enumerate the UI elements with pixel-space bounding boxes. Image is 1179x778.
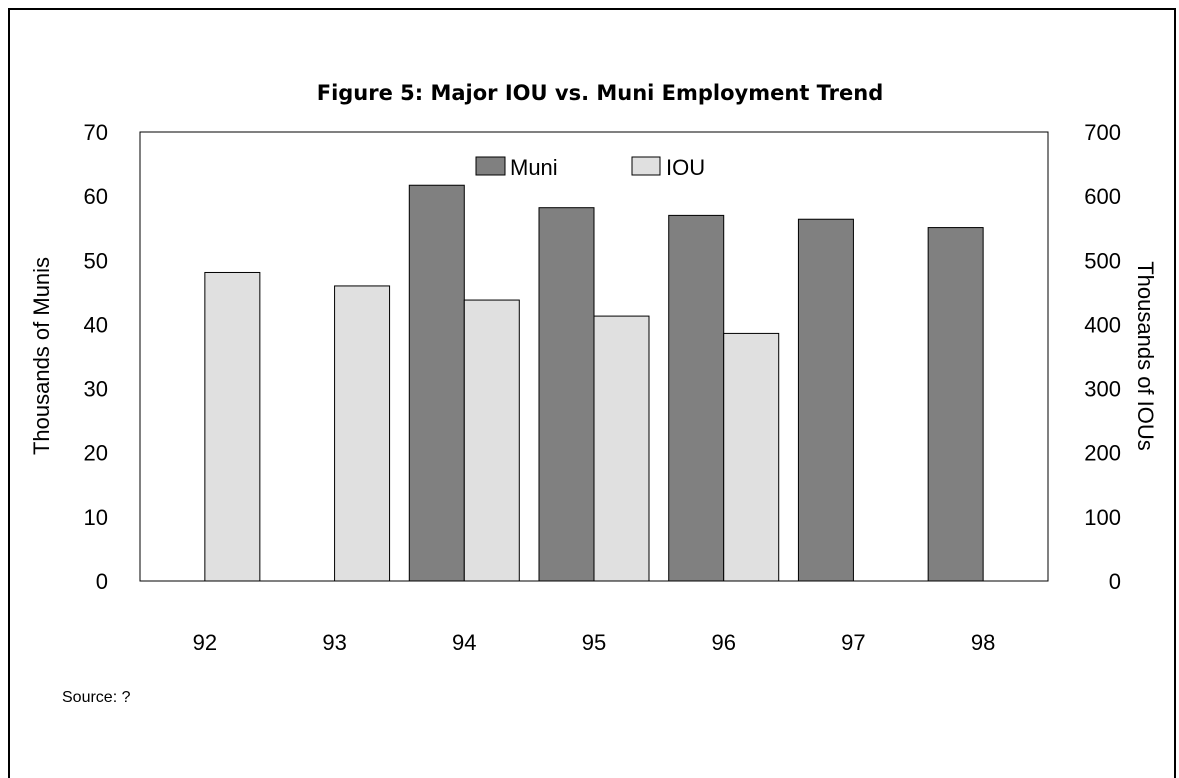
source-note: Source: ? (62, 689, 131, 706)
y-tick-left-70: 70 (84, 120, 108, 145)
chart-title: Figure 5: Major IOU vs. Muni Employment … (317, 81, 884, 105)
bar-muni-96 (668, 214, 725, 582)
y-tick-right-600: 600 (1084, 184, 1121, 209)
y-tick-right-200: 200 (1084, 441, 1121, 466)
y-tick-right-100: 100 (1084, 505, 1121, 530)
x-tick-96: 96 (711, 630, 735, 655)
y-axis-label-right: Thousands of IOUs (1133, 261, 1158, 451)
y-tick-right-400: 400 (1084, 312, 1121, 337)
y-tick-left-50: 50 (84, 248, 108, 273)
y-axis-label-left: Thousands of Munis (29, 257, 54, 455)
y-tick-left-20: 20 (84, 441, 108, 466)
right-axis-ticks: 0 100 200 300 400 500 600 700 (1084, 120, 1121, 594)
x-tick-97: 97 (841, 630, 865, 655)
x-tick-95: 95 (582, 630, 606, 655)
legend-label-muni: Muni (510, 155, 558, 180)
bar-iou-96 (723, 332, 780, 582)
left-axis-ticks: 0 10 20 30 40 50 60 70 (84, 120, 108, 594)
bar-muni-95 (538, 207, 595, 582)
y-tick-right-300: 300 (1084, 377, 1121, 402)
y-tick-left-0: 0 (96, 569, 108, 594)
y-tick-right-0: 0 (1109, 569, 1121, 594)
legend-swatch-iou (631, 156, 661, 176)
y-tick-left-30: 30 (84, 377, 108, 402)
bar-muni-98 (927, 227, 984, 582)
bars-group (204, 184, 984, 582)
bar-muni-94 (408, 184, 465, 582)
x-tick-98: 98 (971, 630, 995, 655)
bar-iou-93 (334, 285, 391, 582)
y-tick-right-500: 500 (1084, 248, 1121, 273)
x-tick-92: 92 (193, 630, 217, 655)
y-tick-left-10: 10 (84, 505, 108, 530)
y-tick-left-60: 60 (84, 184, 108, 209)
bar-iou-95 (593, 315, 650, 582)
legend-label-iou: IOU (666, 155, 705, 180)
x-tick-93: 93 (322, 630, 346, 655)
x-tick-94: 94 (452, 630, 476, 655)
legend-swatch-muni (475, 156, 506, 176)
bar-iou-94 (463, 299, 520, 582)
bar-muni-97 (797, 218, 854, 582)
y-tick-right-700: 700 (1084, 120, 1121, 145)
y-tick-left-40: 40 (84, 312, 108, 337)
bar-iou-92 (204, 271, 261, 582)
x-axis-ticks: 92 93 94 95 96 97 98 (193, 630, 996, 655)
legend: Muni IOU (475, 155, 705, 180)
